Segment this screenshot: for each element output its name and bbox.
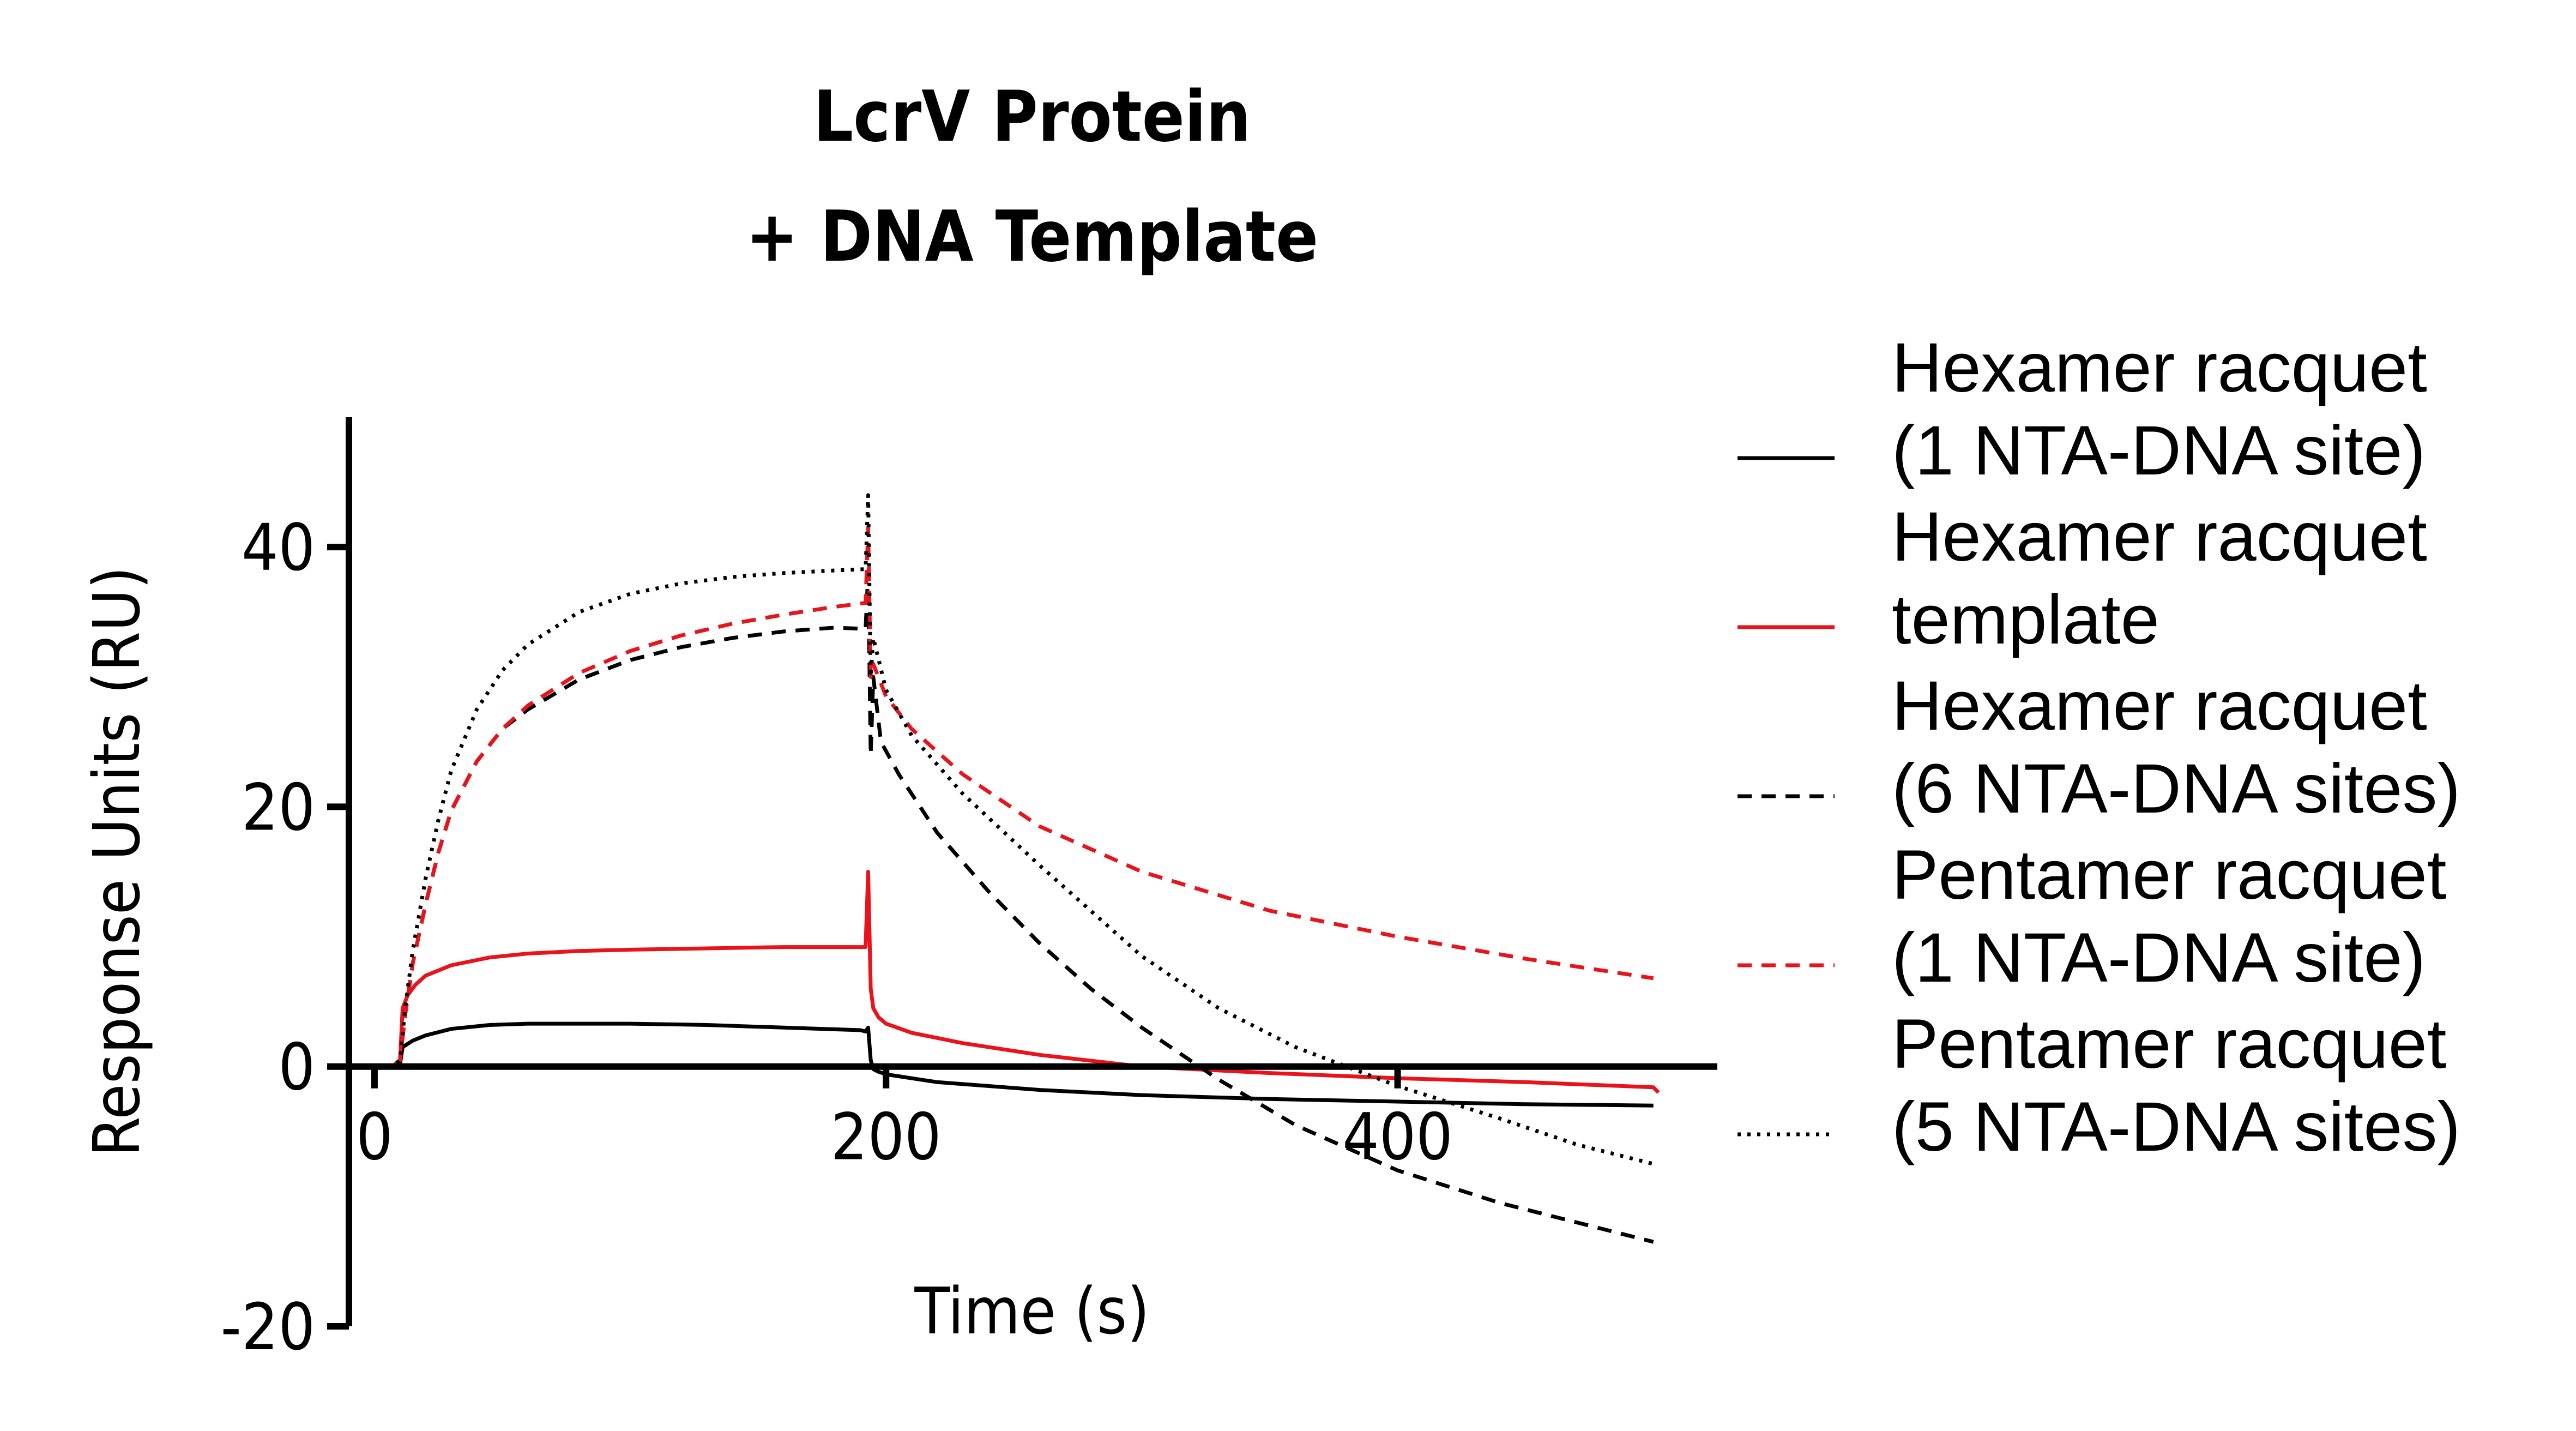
x-tick-label: 0 xyxy=(356,1099,393,1175)
legend-label-4: Pentamer racquet xyxy=(1892,836,2446,914)
legend-label-2: Hexamer racquet xyxy=(1892,498,2427,576)
legend-label-3: (6 NTA-DNA sites) xyxy=(1892,750,2460,828)
series-line-5 xyxy=(349,493,1654,1166)
y-tick-label: 40 xyxy=(242,510,315,585)
legend-label-4: (1 NTA-DNA site) xyxy=(1892,919,2426,997)
series-line-4 xyxy=(349,525,1654,1069)
legend-label-5: Pentamer racquet xyxy=(1892,1005,2446,1083)
plot-series xyxy=(349,493,1660,1244)
legend-label-1: (1 NTA-DNA site) xyxy=(1892,412,2426,490)
legend: Hexamer racquet(1 NTA-DNA site)Hexamer r… xyxy=(1738,329,2460,1166)
chart-title-line: + DNA Template xyxy=(746,196,1318,278)
y-axis-title: Response Units (RU) xyxy=(79,567,154,1157)
y-tick-label: 20 xyxy=(242,769,315,845)
x-axis-title: Time (s) xyxy=(914,1273,1149,1349)
legend-label-1: Hexamer racquet xyxy=(1892,329,2427,407)
series-line-3 xyxy=(349,571,1654,1244)
y-tick-label: -20 xyxy=(221,1289,315,1364)
legend-label-5: (5 NTA-DNA sites) xyxy=(1892,1088,2460,1166)
series-line-1 xyxy=(349,1021,1654,1108)
x-tick-label: 400 xyxy=(1342,1099,1453,1175)
legend-label-3: Hexamer racquet xyxy=(1892,667,2427,745)
chart-title: LcrV Protein + DNA Template xyxy=(746,76,1318,278)
x-tick-label: 200 xyxy=(831,1099,942,1175)
legend-label-2: template xyxy=(1892,581,2159,659)
chart-title-line: LcrV Protein xyxy=(813,76,1251,158)
y-tick-label: 0 xyxy=(278,1030,315,1105)
